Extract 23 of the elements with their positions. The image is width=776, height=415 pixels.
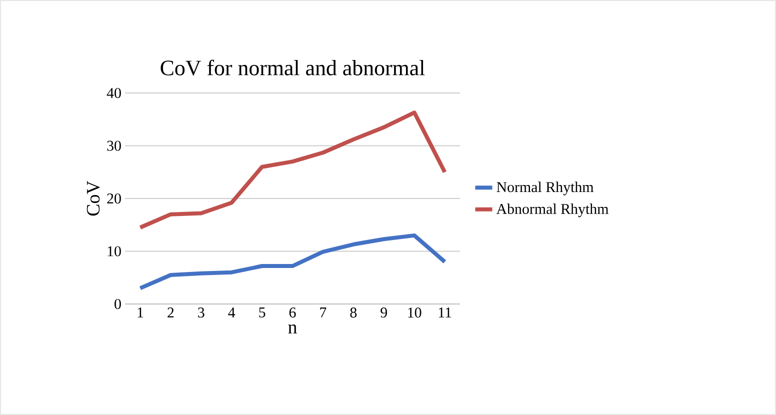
x-tick-label: 6 — [289, 308, 296, 318]
x-tick-label: 11 — [438, 308, 452, 318]
x-tick-label: 4 — [228, 308, 236, 318]
y-tick-label: 40 — [106, 88, 121, 98]
x-tick-label: 5 — [259, 308, 266, 318]
chart-title: CoV for normal and abnormal — [160, 60, 425, 76]
line-series — [138, 110, 447, 230]
x-tick-label: 1 — [138, 308, 144, 318]
y-tick-label: 10 — [108, 246, 121, 256]
y-tick-label: 0 — [114, 298, 121, 310]
x-tick-label: 8 — [350, 308, 357, 318]
legend-label: Normal Rhythm — [496, 182, 594, 196]
x-tick-label: 7 — [320, 308, 326, 318]
legend-label: Abnormal Rhythm — [496, 204, 608, 218]
x-tick-label: 3 — [198, 308, 204, 318]
x-tick-label: 9 — [380, 308, 387, 318]
y-tick-label: 30 — [107, 140, 121, 151]
x-tick-label: 10 — [408, 308, 422, 318]
x-axis-title: n — [288, 324, 297, 334]
y-tick-label: 20 — [107, 193, 121, 204]
line-series — [138, 233, 447, 290]
y-axis-title: CoV — [86, 180, 100, 216]
x-tick-label: 2 — [168, 308, 174, 318]
